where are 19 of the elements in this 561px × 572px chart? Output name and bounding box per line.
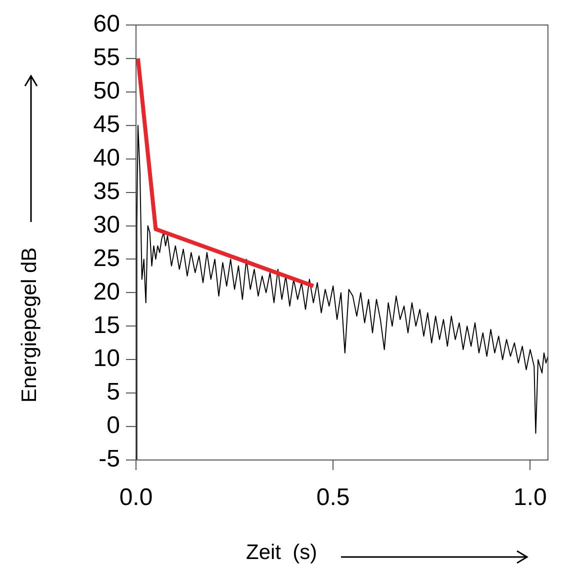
y-tick-label: 60 bbox=[93, 10, 120, 38]
y-tick-label: 15 bbox=[93, 312, 120, 339]
y-tick-label: 10 bbox=[93, 345, 120, 372]
x-tick-label: 1.0 bbox=[514, 484, 547, 512]
y-tick-label: 50 bbox=[93, 78, 120, 105]
y-tick-label: 55 bbox=[93, 44, 120, 72]
y-tick-label: 35 bbox=[93, 178, 120, 205]
y-tick-label: 20 bbox=[93, 278, 120, 306]
y-tick-label: 45 bbox=[93, 111, 120, 138]
x-tick-label: 0.5 bbox=[316, 484, 350, 512]
y-tick-label: -5 bbox=[98, 446, 120, 473]
y-tick-label: 30 bbox=[93, 211, 120, 238]
y-tick-label: 25 bbox=[93, 244, 120, 272]
y-tick-label: 0 bbox=[106, 412, 120, 440]
y-axis-title: Energiepegel dB bbox=[18, 247, 42, 403]
y-tick-label: 40 bbox=[93, 144, 120, 172]
y-tick-label: 5 bbox=[106, 378, 120, 406]
x-tick-label: 0.0 bbox=[119, 484, 153, 512]
x-axis-title: Zeit (s) bbox=[246, 541, 318, 565]
